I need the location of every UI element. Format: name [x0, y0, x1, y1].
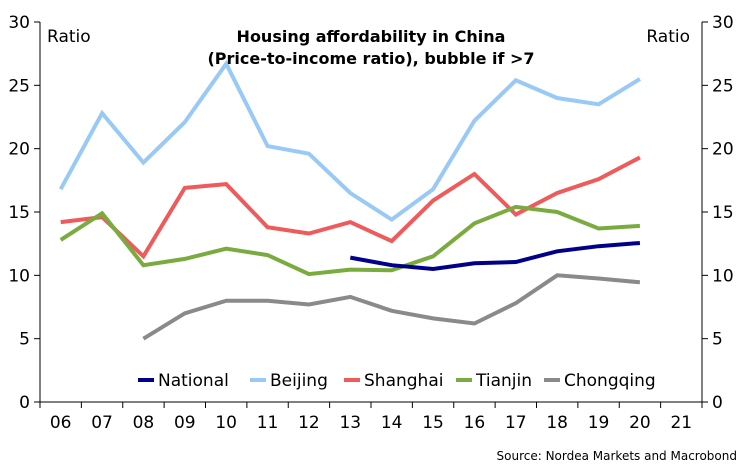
x-tick-label: 16 — [464, 413, 486, 433]
x-tick-label: 09 — [174, 413, 196, 433]
y-tick-label-left: 10 — [8, 266, 30, 286]
y-tick-label-right: 10 — [712, 266, 734, 286]
y-tick-label-left: 30 — [8, 13, 30, 33]
x-tick-label: 12 — [298, 413, 320, 433]
y-tick-label-left: 15 — [8, 203, 30, 223]
legend-label-chongqing: Chongqing — [564, 371, 656, 391]
x-tick-label: 14 — [381, 413, 403, 433]
x-tick-label: 11 — [257, 413, 279, 433]
legend: National Beijing Shanghai Tianjin Chongqing — [138, 371, 656, 391]
y-tick-label-right: 30 — [712, 13, 734, 33]
series-line-chongqing — [142, 273, 641, 341]
y-axis-title-right: Ratio — [646, 27, 690, 47]
x-tick-label: 19 — [588, 413, 610, 433]
y-tick-label-right: 20 — [712, 140, 734, 160]
legend-label-national: National — [158, 371, 229, 391]
series-line-shanghai — [60, 155, 641, 260]
x-tick-label: 06 — [50, 413, 72, 433]
chart-title: Housing affordability in China (Price-to… — [207, 27, 534, 68]
x-tick-label: 15 — [422, 413, 444, 433]
source-note: Source: Nordea Markets and Macrobond — [496, 449, 738, 463]
x-tick-label: 13 — [339, 413, 361, 433]
y-tick-label-left: 20 — [8, 140, 30, 160]
chart-title-line-2: (Price-to-income ratio), bubble if >7 — [207, 49, 534, 68]
series-line-tianjin — [59, 204, 641, 277]
x-tick-label: 18 — [546, 413, 568, 433]
x-tick-label: 08 — [133, 413, 155, 433]
x-tick-label: 07 — [91, 413, 113, 433]
legend-label-tianjin: Tianjin — [475, 371, 532, 391]
legend-label-shanghai: Shanghai — [364, 371, 443, 391]
y-axis-title-left: Ratio — [47, 27, 91, 47]
y-tick-label-right: 0 — [712, 393, 723, 413]
series-line-national — [349, 241, 641, 272]
x-tick-label: 10 — [215, 413, 237, 433]
y-tick-label-left: 0 — [19, 393, 30, 413]
x-tick-label: 21 — [670, 413, 692, 433]
y-tick-label-right: 25 — [712, 76, 734, 96]
y-tick-label-right: 5 — [712, 330, 723, 350]
chart-title-line-1: Housing affordability in China — [237, 27, 506, 46]
y-tick-label-right: 15 — [712, 203, 734, 223]
series-line-beijing — [58, 59, 641, 223]
axes: 0 0 5 5 10 10 15 15 20 20 25 25 30 30 06 07 08 09 10 11 12 13… — [8, 13, 733, 433]
series-layer — [58, 59, 641, 341]
x-tick-label: 20 — [629, 413, 651, 433]
y-tick-label-left: 5 — [19, 330, 30, 350]
legend-label-beijing: Beijing — [270, 371, 328, 391]
y-tick-label-left: 25 — [8, 76, 30, 96]
x-tick-label: 17 — [505, 413, 527, 433]
